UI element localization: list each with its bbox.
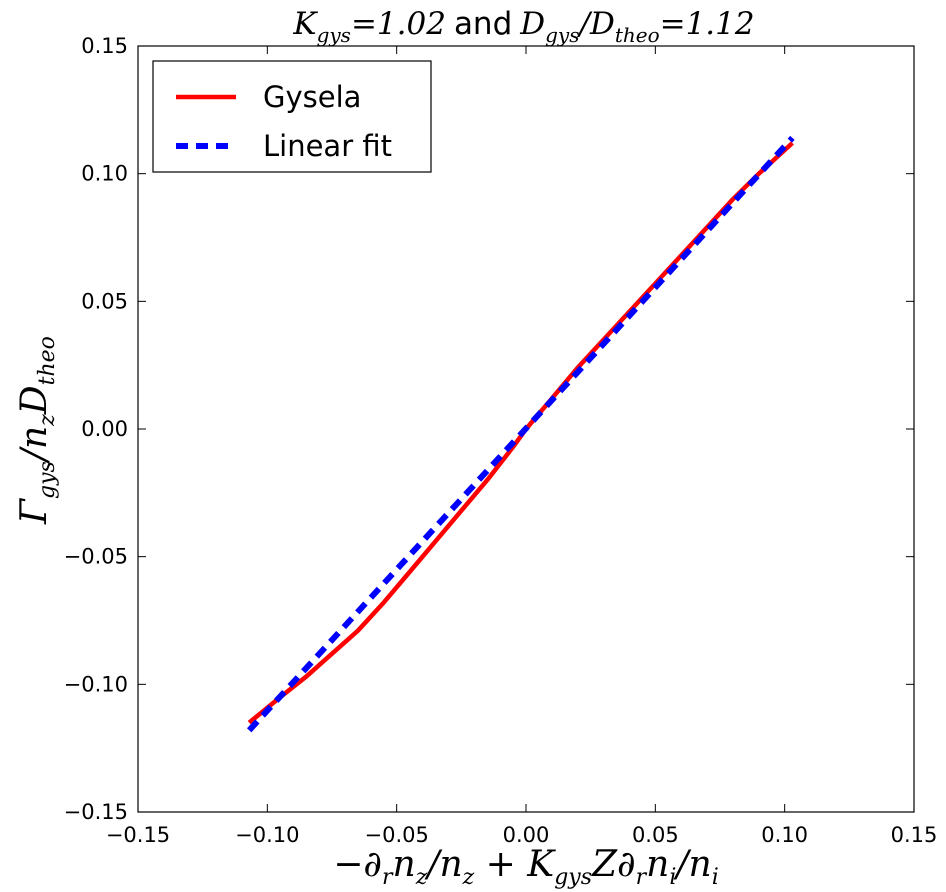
- y-ticks: −0.15 −0.10 −0.05 0.00 0.05 0.10 0.15: [64, 34, 914, 824]
- x-ticks: −0.15 −0.10 −0.05 0.00 0.05 0.10 0.15: [106, 46, 938, 847]
- chart-title: Kgys=1.02 and Dgys/Dtheo=1.12: [292, 6, 754, 47]
- y-axis-label: Γgys/nzDtheo: [14, 336, 60, 525]
- x-tick-label: 0.10: [761, 823, 808, 847]
- series-group: [246, 135, 795, 733]
- legend-label-gysela: Gysela: [263, 80, 361, 114]
- legend: Gysela Linear fit: [152, 60, 432, 173]
- x-tick-label: 0.05: [632, 823, 679, 847]
- y-tick-label: −0.15: [64, 800, 128, 824]
- x-tick-label: 0.15: [891, 823, 938, 847]
- legend-label-linear-fit: Linear fit: [263, 129, 392, 163]
- x-tick-label: −0.05: [364, 823, 428, 847]
- x-tick-label: 0.00: [503, 823, 550, 847]
- x-tick-label: −0.15: [106, 823, 170, 847]
- y-tick-label: 0.05: [81, 289, 128, 313]
- y-tick-label: 0.15: [81, 34, 128, 58]
- y-tick-label: 0.10: [81, 162, 128, 186]
- y-tick-label: 0.00: [81, 417, 128, 441]
- x-axis-label: −∂rnz/nz + KgysZ∂rni/ni: [333, 844, 719, 890]
- y-tick-label: −0.10: [64, 672, 128, 696]
- x-tick-label: −0.10: [235, 823, 299, 847]
- series-line-linear-fit: [246, 135, 795, 733]
- plot-area: −0.15 −0.10 −0.05 0.00 0.05 0.10 0.15 −0.15−0.…: [64, 34, 938, 847]
- y-tick-label: −0.05: [64, 545, 128, 569]
- legend-box: [152, 60, 432, 173]
